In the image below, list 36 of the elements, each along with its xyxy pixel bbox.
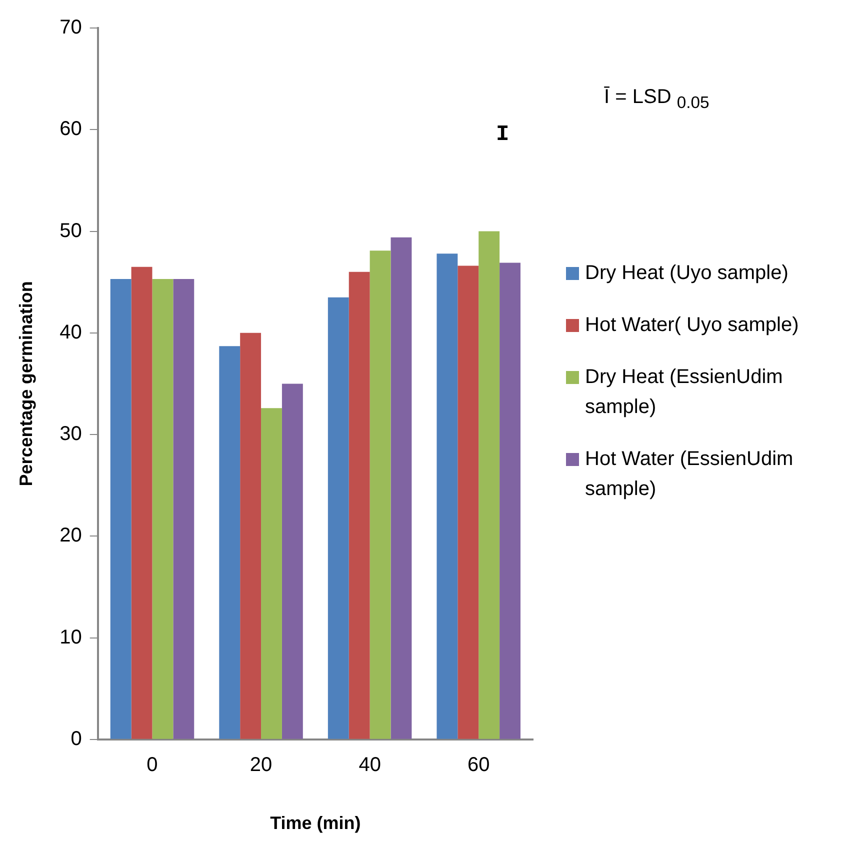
bar [110,279,132,739]
bar [436,254,458,739]
y-tick-label: 60 [60,118,82,140]
y-tick-label: 0 [70,728,82,750]
bar [219,346,240,739]
y-tick-label: 30 [60,423,82,446]
annotation: I [496,122,510,147]
bar [328,297,349,739]
x-tick-label: 0 [146,754,158,776]
y-tick-label: 50 [60,220,82,242]
y-axis-title: Percentage germination [16,281,36,486]
bar [500,262,520,739]
legend-label: Hot Water( Uyo sample) [585,313,799,338]
bar [458,266,479,739]
bar [152,279,174,739]
bar [390,237,412,739]
x-tick-label: 40 [358,754,381,776]
x-axis-title: Time (min) [270,813,361,834]
bar [348,272,370,739]
legend-label: Hot Water (EssienUdim sample) [585,447,794,502]
bar [478,231,500,739]
bar [282,384,303,739]
bar [261,408,282,739]
y-tick-label: 40 [60,321,82,344]
bar [173,279,194,739]
bar [131,266,152,739]
text: Ī = LSD $_{0.05}$ [604,86,710,113]
y-tick-label: 20 [60,524,82,547]
y-tick-label: 10 [60,626,82,648]
y-tick-label: 70 [60,16,82,39]
x-tick-label: 20 [250,754,272,776]
bar [240,332,262,739]
legend-label: Dry Heat (Uyo sample) [585,261,788,286]
x-tick-label: 60 [467,754,490,776]
bar [370,250,391,739]
legend-label: Dry Heat (EssienUdim sample) [585,365,784,420]
